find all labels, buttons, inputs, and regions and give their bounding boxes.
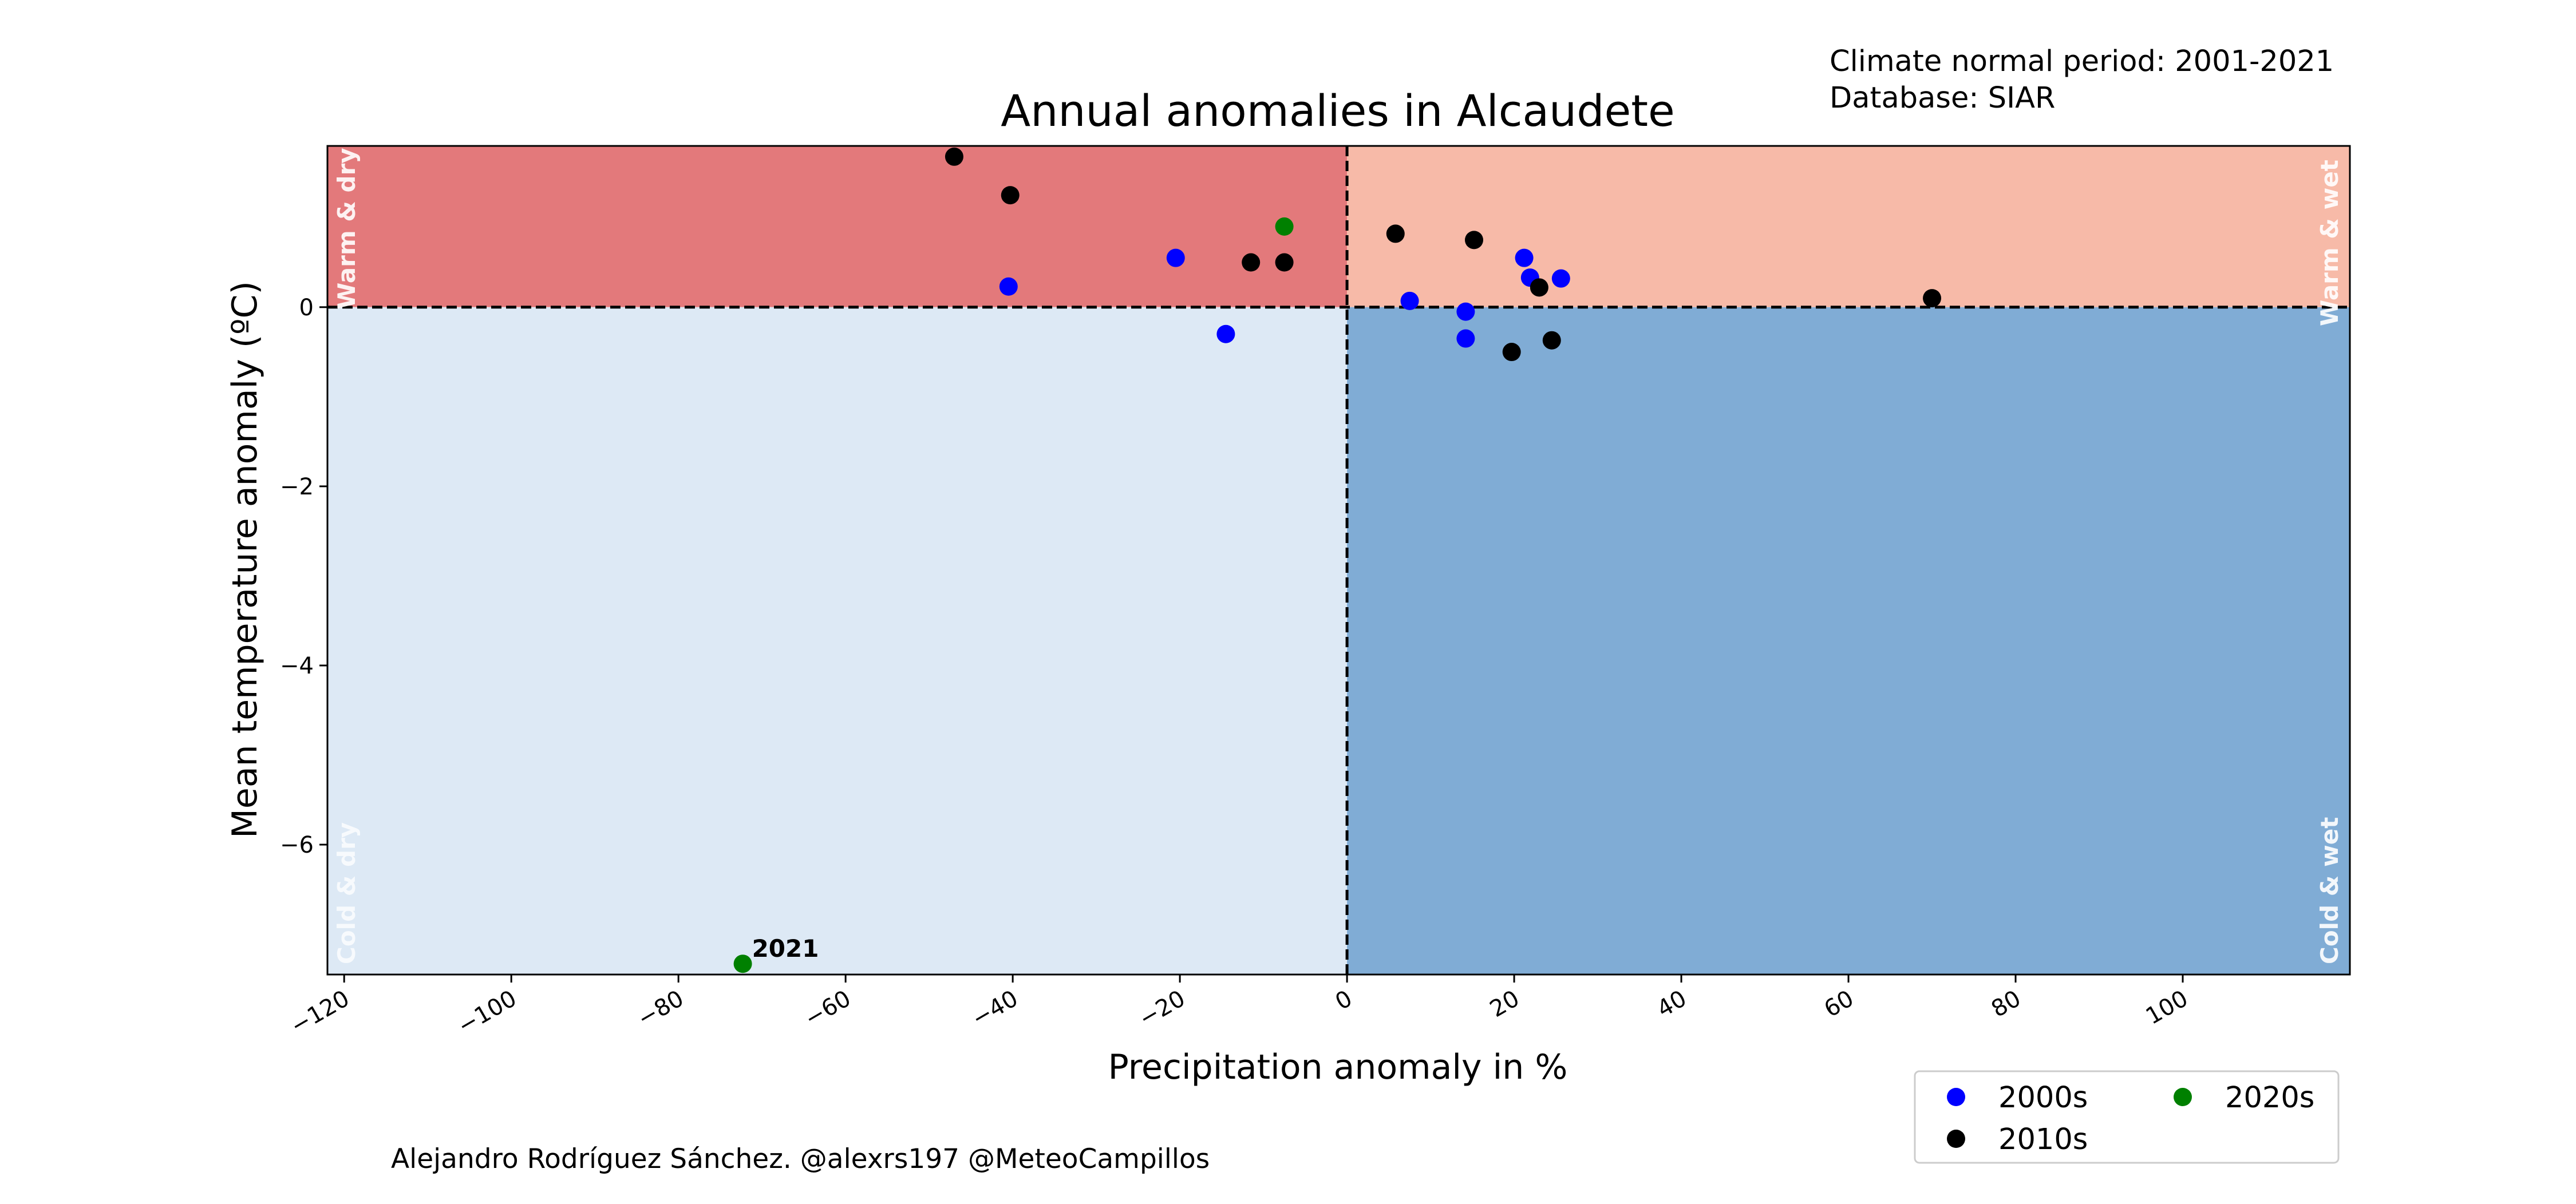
- plot-frame: [326, 145, 2351, 976]
- point-2010s: [1542, 331, 1561, 350]
- point-2010s: [1530, 278, 1548, 297]
- legend-marker-2000s: [1947, 1088, 1965, 1106]
- quadrant-label-warm-dry: Warm & dry: [333, 148, 361, 309]
- point-2010s: [1275, 253, 1294, 272]
- legend-label-2020s: 2020s: [2225, 1081, 2314, 1115]
- legend-box: [1914, 1070, 2340, 1164]
- x-axis-label: Precipitation anomaly in %: [1108, 1047, 1568, 1087]
- x-tick-label: −120: [286, 985, 354, 1040]
- credit-note: Alejandro Rodríguez Sánchez. @alexrs197 …: [391, 1143, 1210, 1175]
- legend: 2000s 2010s 2020s: [1914, 1070, 2340, 1164]
- quadrant-warm-dry: [327, 146, 1348, 307]
- x-tick-label: −80: [633, 985, 688, 1032]
- x-tick-label: −20: [1135, 985, 1190, 1032]
- x-tick-label: 20: [1485, 985, 1524, 1023]
- point-2000s: [1216, 324, 1235, 343]
- x-tick-label: −40: [967, 985, 1022, 1032]
- point-2010s: [1465, 231, 1484, 249]
- point-2010s: [1502, 343, 1521, 362]
- point-2000s: [1456, 329, 1475, 348]
- legend-label-2000s: 2000s: [1998, 1081, 2088, 1115]
- point-2020s: [733, 955, 752, 973]
- y-axis-label: Mean temperature anomaly (ºC): [225, 281, 265, 838]
- x-tick-label: 60: [1820, 985, 1858, 1023]
- legend-marker-2020s: [2174, 1088, 2192, 1106]
- legend-label-2010s: 2010s: [1998, 1123, 2088, 1157]
- point-2000s: [1551, 269, 1570, 288]
- point-2010s: [1923, 289, 1942, 308]
- x-tick-label: 100: [2142, 985, 2192, 1030]
- point-2000s: [1515, 248, 1534, 267]
- chart-title: Annual anomalies in Alcaudete: [1001, 85, 1675, 136]
- quadrant-cold-wet: [1347, 307, 2350, 975]
- legend-marker-2010s: [1947, 1130, 1965, 1148]
- quadrant-warm-wet: [1347, 146, 2350, 307]
- point-2000s: [1166, 248, 1185, 267]
- annotation-label: 2021: [752, 934, 819, 963]
- quadrant-cold-dry: [327, 307, 1348, 975]
- climate-period-note: Climate normal period: 2001-2021: [1830, 45, 2334, 78]
- x-tick-label: 0: [1331, 985, 1357, 1016]
- y-tick-label: −6: [280, 832, 314, 858]
- point-2020s: [1275, 217, 1294, 236]
- y-tick-label: −2: [280, 474, 314, 500]
- x-tick-label: 40: [1653, 985, 1691, 1023]
- x-tick-label: −60: [800, 985, 855, 1032]
- point-2010s: [1001, 186, 1020, 205]
- x-tick-label: −100: [453, 985, 521, 1040]
- quadrant-label-cold-wet: Cold & wet: [2316, 817, 2344, 964]
- point-2000s: [1456, 302, 1475, 321]
- point-2000s: [999, 277, 1018, 296]
- point-2010s: [945, 147, 963, 166]
- point-2010s: [1242, 253, 1261, 272]
- y-tick-label: −4: [280, 653, 314, 679]
- x-tick-label: 80: [1987, 985, 2025, 1023]
- database-note: Database: SIAR: [1830, 81, 2056, 115]
- y-tick-label: 0: [299, 295, 314, 321]
- point-2010s: [1386, 224, 1405, 243]
- point-2000s: [1400, 291, 1419, 310]
- quadrant-label-cold-dry: Cold & dry: [333, 822, 361, 964]
- quadrant-label-warm-wet: Warm & wet: [2316, 160, 2344, 326]
